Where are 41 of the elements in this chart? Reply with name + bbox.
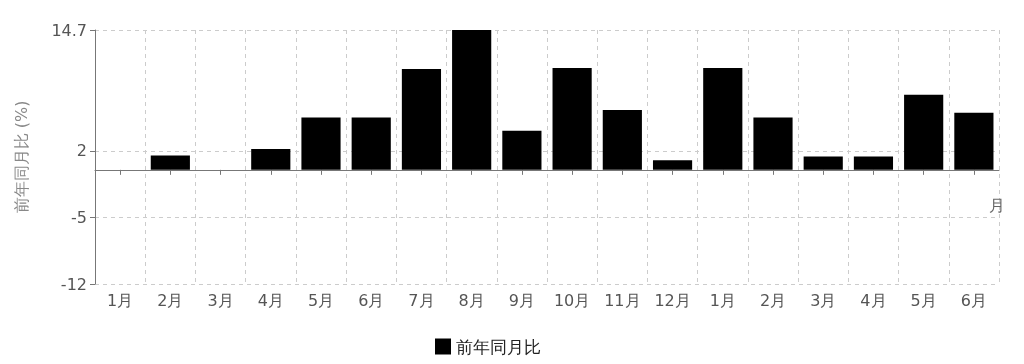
bar [703,68,743,170]
x-tick-label: 9月 [508,290,535,310]
bar [803,156,843,170]
bar [251,148,291,170]
y-axis-title: 前年同月比 (%) [11,100,31,214]
x-tick-label: 12月 [654,290,691,310]
bar [452,30,492,170]
x-tick-label: 8月 [458,290,485,310]
x-axis-title: 月 [989,196,1005,216]
bar [652,160,693,170]
bar [301,117,341,170]
x-tick-label: 5月 [910,290,937,310]
bar [904,94,944,170]
bar [853,156,894,170]
bar [753,117,793,170]
y-tick-label: -5 [71,207,87,227]
x-tick-label: 2月 [759,290,787,310]
x-tick-label: 5月 [307,290,335,310]
bar [401,69,442,170]
x-tick-label: 6月 [358,290,385,310]
x-tick-label: 4月 [257,290,284,310]
x-tick-label: 11月 [604,290,641,310]
bar [502,130,542,170]
x-tick-label: 2月 [157,290,184,310]
bar [552,68,592,170]
y-tick-label: 14.7 [51,20,87,40]
x-tick-label: 10月 [553,290,591,310]
y-tick-label: -12 [60,274,87,294]
legend-label: 前年同月比 [456,336,541,357]
bar [954,112,994,170]
x-tick-label: 3月 [207,290,234,310]
bar [150,155,190,170]
x-tick-label: 3月 [810,290,837,310]
bar [351,117,391,170]
y-tick-label: 2 [76,141,87,161]
x-tick-label: 6月 [960,290,987,310]
x-tick-label: 7月 [408,290,435,310]
bar [602,109,642,170]
x-tick-label: 1月 [107,290,134,310]
x-tick-label: 4月 [860,290,887,310]
x-tick-label: 1月 [709,290,736,310]
